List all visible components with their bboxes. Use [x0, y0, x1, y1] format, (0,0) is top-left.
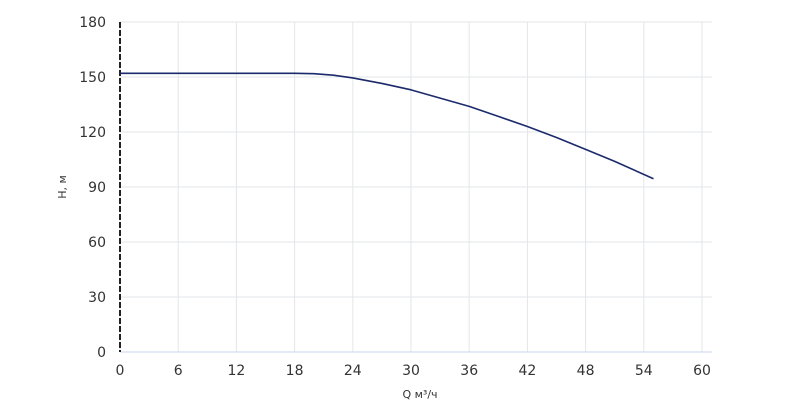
x-tick-label: 18: [286, 363, 304, 379]
curve: [120, 72, 654, 180]
y-tick-label: 30: [88, 290, 106, 306]
y-axis-label: Н, м: [56, 175, 69, 199]
x-tick-label: 12: [227, 363, 245, 379]
x-tick-label: 30: [402, 363, 420, 379]
x-tick-label: 60: [693, 363, 711, 379]
y-tick-label: 150: [79, 70, 106, 86]
y-tick-label: 180: [79, 15, 106, 31]
x-tick-label: 36: [460, 363, 478, 379]
x-tick-label: 24: [344, 363, 362, 379]
y-tick-label: 90: [88, 180, 106, 196]
x-tick-label: 6: [174, 363, 183, 379]
y-tick-label: 60: [88, 235, 106, 251]
y-tick-label: 120: [79, 125, 106, 141]
x-tick-label: 48: [577, 363, 595, 379]
x-axis-label: Q м³/ч: [402, 388, 437, 401]
x-tick-label: 42: [518, 363, 536, 379]
y-tick-label: 0: [97, 345, 106, 361]
x-tick-label: 0: [116, 363, 125, 379]
x-tick-label: 54: [635, 363, 653, 379]
